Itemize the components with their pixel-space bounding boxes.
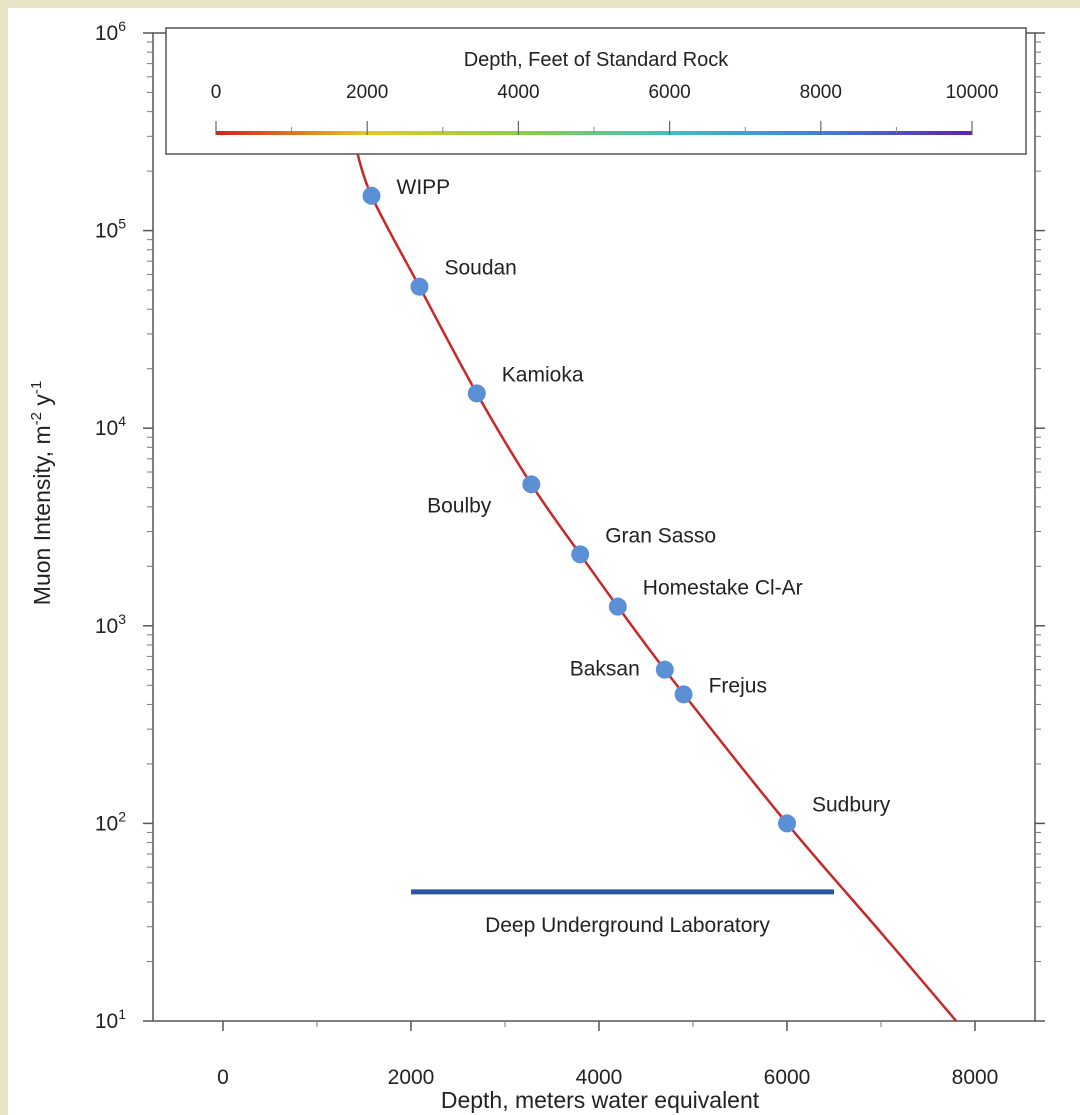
y-tick-label: 101 <box>95 1006 126 1033</box>
point-label-kamioka: Kamioka <box>502 363 584 386</box>
point-label-sudbury: Sudbury <box>812 793 891 816</box>
top-axis-tick-label: 8000 <box>800 82 842 103</box>
point-label-gran-sasso: Gran Sasso <box>605 524 716 547</box>
x-tick-label: 2000 <box>388 1066 435 1089</box>
x-tick-label: 6000 <box>764 1066 811 1089</box>
y-tick-label: 102 <box>95 808 126 835</box>
band-label: Deep Underground Laboratory <box>485 914 770 937</box>
x-axis-title: Depth, meters water equivalent <box>441 1087 760 1113</box>
y-axis-title: Muon Intensity, m-2 y-1 <box>28 381 55 605</box>
top-depth-axis-box: Depth, Feet of Standard Rock 0 2000 4000 60… <box>165 27 1027 155</box>
point-sudbury <box>778 814 796 833</box>
x-axis: 0 2000 4000 6000 8000 <box>217 1021 998 1089</box>
y-tick-label: 104 <box>95 413 126 440</box>
y-tick-label: 106 <box>95 18 126 45</box>
top-axis-tick-label: 4000 <box>497 82 539 103</box>
point-label-boulby: Boulby <box>427 494 492 517</box>
point-wipp <box>362 186 381 205</box>
points-layer: WIPP Soudan Kamioka Boulby Gran Sasso Homesta… <box>362 176 891 833</box>
top-axis-tick-label: 2000 <box>346 82 388 103</box>
point-label-homestake-cl-ar: Homestake Cl-Ar <box>643 577 803 600</box>
x-tick-label: 4000 <box>576 1066 623 1089</box>
point-boulby <box>522 475 541 494</box>
top-axis-box <box>165 27 1027 155</box>
point-frejus <box>674 685 693 704</box>
y-axis: 101 102 103 104 105 106 <box>95 18 1045 1033</box>
muon-intensity-chart: 101 102 103 104 105 106 0 2000 4000 6000 8000 WIP… <box>28 18 1045 1113</box>
chart-frame: 101 102 103 104 105 106 0 2000 4000 6000 8000 WIP… <box>8 8 1080 1115</box>
top-axis-tick-label: 6000 <box>648 82 690 103</box>
top-axis-tick-label: 0 <box>211 82 222 103</box>
y-tick-label: 103 <box>95 611 126 638</box>
point-baksan <box>655 660 674 679</box>
x-tick-label: 8000 <box>952 1066 999 1089</box>
point-label-baksan: Baksan <box>570 658 640 681</box>
point-label-wipp: WIPP <box>397 176 451 199</box>
plot-area <box>152 32 1036 1022</box>
point-gran-sasso <box>571 545 590 564</box>
point-homestake-cl-ar <box>608 597 627 616</box>
top-axis-title: Depth, Feet of Standard Rock <box>464 49 730 71</box>
point-label-frejus: Frejus <box>709 674 767 697</box>
point-label-soudan: Soudan <box>444 257 516 280</box>
point-soudan <box>410 277 429 296</box>
band-layer: Deep Underground Laboratory <box>411 889 834 937</box>
point-kamioka <box>467 384 486 403</box>
x-tick-label: 0 <box>217 1066 229 1089</box>
y-tick-label: 105 <box>95 216 126 243</box>
top-axis-tick-label: 10000 <box>946 82 999 103</box>
